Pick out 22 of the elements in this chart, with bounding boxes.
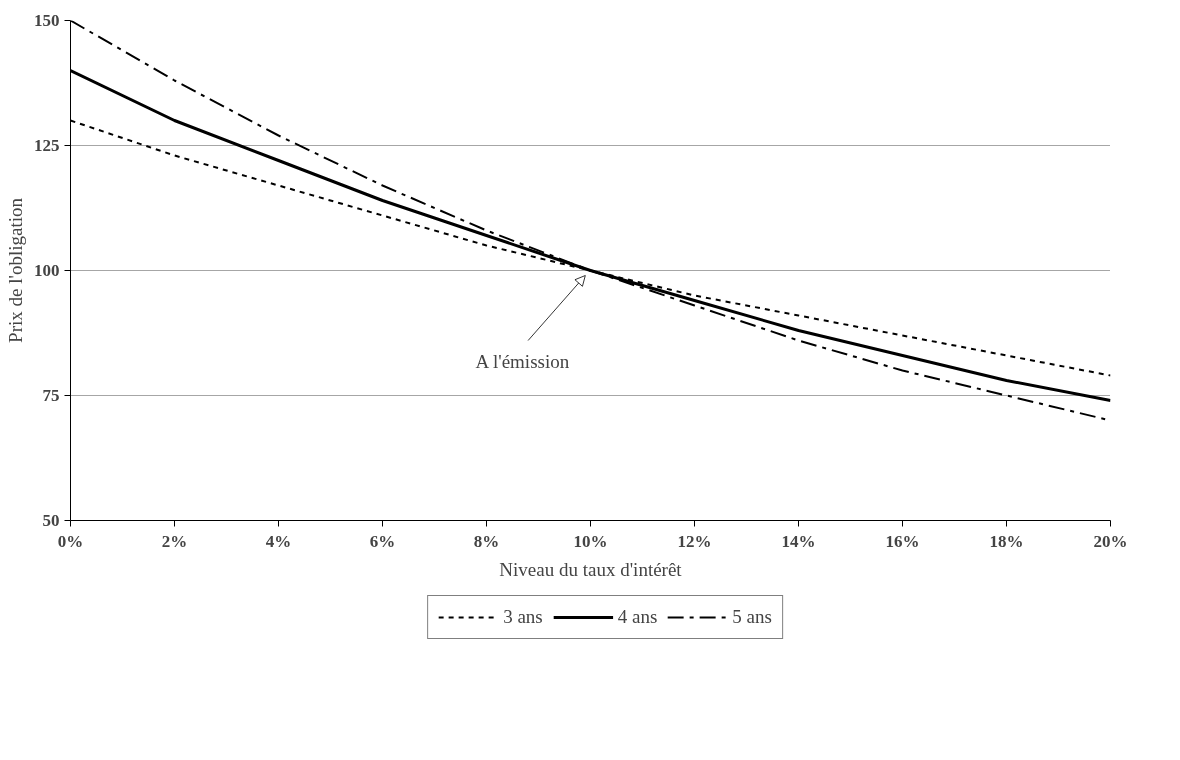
x-axis-title: Niveau du taux d'intérêt [499,558,683,580]
x-tick-label: 18% [989,531,1024,551]
legend-label: 4 ans [617,606,658,628]
x-tick-label: 10% [573,531,608,551]
x-tick-label: 4% [265,531,292,551]
y-tick-label: 100 [34,261,60,280]
annotation: A l'émission [475,350,570,372]
x-tick-label: 16% [885,531,920,551]
legend-label: 5 ans [732,606,772,628]
legend-label: 3 ans [503,606,543,628]
y-axis-title: Prix de l'obligation [5,197,26,343]
x-tick-label: 12% [677,531,712,551]
x-tick-label: 8% [473,531,500,551]
y-tick-label: 75 [42,386,60,405]
x-tick-label: 2% [161,531,188,551]
y-tick-label: 150 [34,11,60,30]
x-tick-label: 14% [781,531,816,551]
x-tick-label: 0% [57,531,84,551]
y-tick-label: 50 [42,511,60,530]
y-tick-label: 125 [34,136,60,155]
x-tick-label: 6% [369,531,396,551]
x-tick-label: 20% [1093,531,1128,551]
